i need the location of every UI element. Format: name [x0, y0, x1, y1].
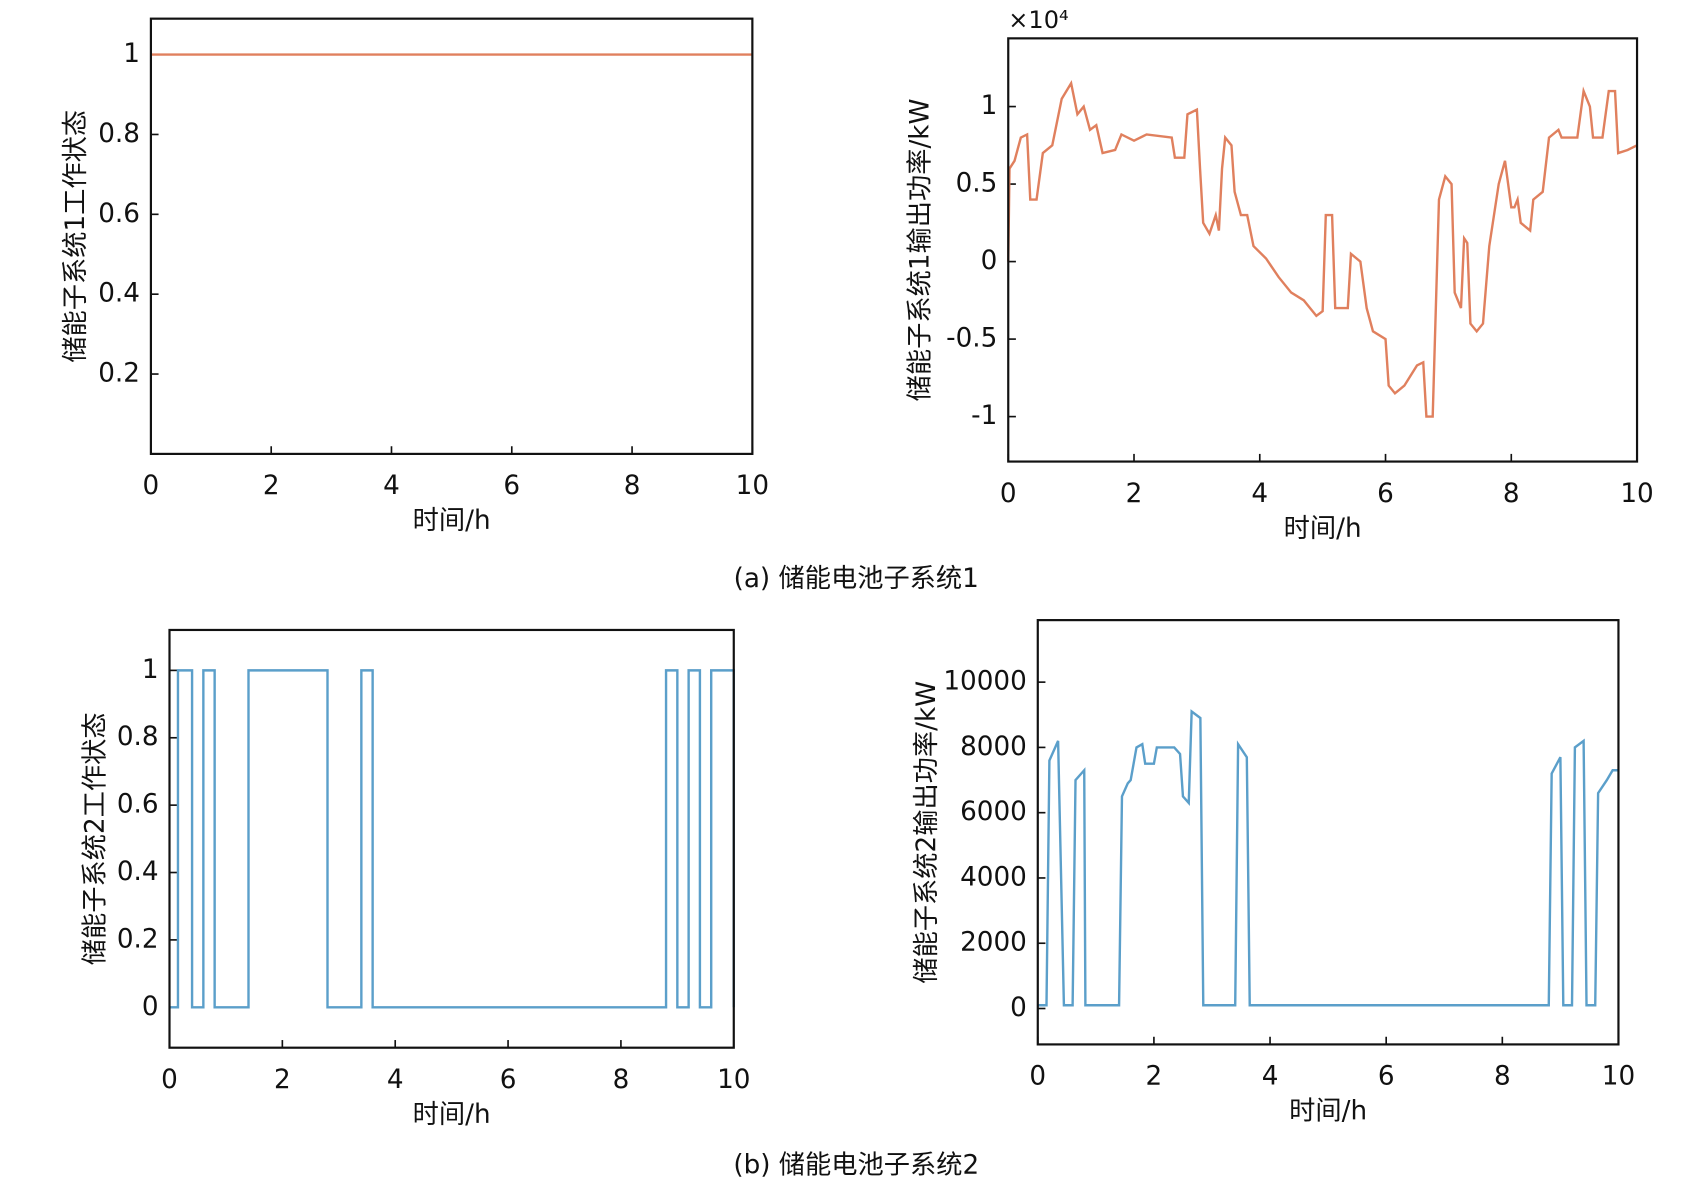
caption: (a) 储能电池子系统1	[734, 564, 979, 594]
x-axis-label: 时间/h	[413, 506, 491, 536]
y-tick-label: 4000	[960, 862, 1027, 892]
y-tick-label: 0.6	[98, 199, 140, 229]
x-tick-label: 6	[503, 471, 520, 501]
y-tick-label: 0.5	[956, 169, 998, 199]
y-tick-label: 0.2	[98, 359, 140, 389]
x-tick-label: 10	[717, 1065, 750, 1095]
x-tick-label: 8	[1503, 479, 1520, 509]
y-axis-label: 储能子系统2工作状态	[81, 712, 111, 965]
y-axis-label: 储能子系统2输出功率/kW	[912, 681, 942, 984]
y-tick-label: 0.4	[98, 279, 140, 309]
x-tick-label: 0	[143, 471, 160, 501]
y-tick-label: -0.5	[946, 324, 997, 354]
x-tick-label: 6	[500, 1065, 517, 1095]
y-tick-label: 0.6	[117, 790, 159, 820]
x-tick-label: 8	[1494, 1062, 1511, 1092]
x-tick-label: 0	[1029, 1062, 1046, 1092]
plot-frame	[168, 628, 735, 1049]
x-tick-label: 2	[274, 1065, 291, 1095]
caption: (b) 储能电池子系统2	[733, 1150, 979, 1179]
x-tick-label: 8	[613, 1065, 630, 1095]
x-tick-label: 10	[1620, 479, 1653, 509]
y-tick-label: 2000	[960, 928, 1027, 958]
y-tick-label: 0	[981, 246, 998, 276]
plot-frame	[149, 17, 754, 455]
x-tick-label: 8	[624, 471, 641, 501]
y-tick-label: 0.2	[117, 924, 159, 954]
y-tick-label: 0.8	[117, 722, 159, 752]
x-tick-label: 4	[387, 1065, 404, 1095]
x-tick-label: 4	[1251, 479, 1268, 509]
y-tick-label: 1	[142, 655, 159, 685]
x-tick-label: 2	[263, 471, 280, 501]
y-tick-label: 0	[142, 992, 159, 1022]
x-tick-label: 2	[1126, 479, 1143, 509]
x-tick-label: 10	[1602, 1062, 1635, 1092]
x-tick-label: 0	[161, 1065, 178, 1095]
y-tick-label: 0	[1010, 993, 1027, 1023]
y-tick-label: 8000	[960, 732, 1027, 762]
x-tick-label: 4	[383, 471, 400, 501]
plot-frame	[1007, 37, 1639, 463]
data-line	[169, 669, 735, 1009]
y-axis-label: 储能子系统1工作状态	[61, 110, 91, 363]
y-tick-label: 0.4	[117, 857, 159, 887]
y-tick-label: 6000	[960, 797, 1027, 827]
plot-frame	[1036, 619, 1620, 1046]
x-tick-label: 4	[1262, 1062, 1279, 1092]
y-axis-label: 储能子系统1输出功率/kW	[905, 99, 935, 402]
y-tick-label: -1	[971, 401, 997, 431]
y-tick-label: 1	[981, 91, 998, 121]
y-tick-label: 0.8	[98, 119, 140, 149]
y-multiplier: ×10⁴	[1008, 6, 1068, 34]
data-line	[1037, 709, 1619, 1007]
y-tick-label: 1	[123, 39, 140, 69]
x-tick-label: 0	[1000, 479, 1017, 509]
x-tick-label: 2	[1146, 1062, 1163, 1092]
x-axis-label: 时间/h	[1289, 1097, 1367, 1127]
data-line	[1007, 80, 1638, 418]
x-tick-label: 10	[736, 471, 769, 501]
y-tick-label: 10000	[943, 667, 1026, 697]
x-tick-label: 6	[1377, 479, 1394, 509]
x-axis-label: 时间/h	[413, 1100, 491, 1130]
x-tick-label: 6	[1378, 1062, 1395, 1092]
x-axis-label: 时间/h	[1284, 514, 1362, 544]
